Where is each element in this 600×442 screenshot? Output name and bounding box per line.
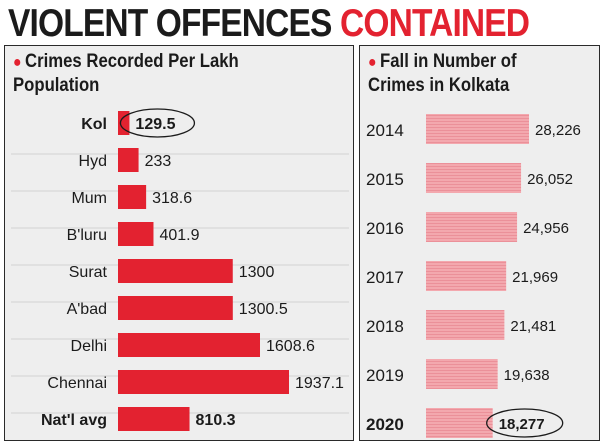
year-label-2017: 2017 [366,268,404,287]
bar-nat-l-avg [118,407,190,431]
value-label-kol: 129.5 [135,116,175,133]
bar-2015 [426,163,522,193]
bar-2017 [426,261,507,291]
value-label-a-bad: 1300.5 [239,301,288,318]
headline-part-2: CONTAINED [340,2,530,45]
year-label-2015: 2015 [366,170,404,189]
city-chart-title: ● Crimes Recorded Per Lakh [13,50,239,75]
highlight-circle [119,108,196,138]
year-label-2020: 2020 [366,415,404,434]
city-crime-rate-chart: Kol 129.5 Hyd 233 Mum 318.6 B'luru 401.9 Surat 13… [11,108,349,431]
kolkata-crime-trend-panel: ● Fall in Number of Crimes in Kolkata 201… [359,45,600,441]
value-label-surat: 1300 [239,264,275,281]
category-label-kol: Kol [81,116,107,133]
bar-b-luru [118,222,154,246]
headline: VIOLENT OFFENCES CONTAINED [8,2,530,46]
category-label-b-luru: B'luru [67,227,107,244]
value-label-2016: 24,956 [523,220,569,237]
category-label-a-bad: A'bad [67,301,107,318]
bar-hyd [118,148,139,172]
value-label-2020: 18,277 [499,416,545,433]
value-label-2015: 26,052 [527,171,573,188]
year-label-2016: 2016 [366,219,404,238]
kolkata-chart-title-line-1: Fall in Number of [380,51,517,72]
bar-2014 [426,114,529,144]
year-label-2018: 2018 [366,317,404,336]
category-label-mum: Mum [71,190,107,207]
kolkata-chart-title-line-2: Crimes in Kolkata [368,75,510,96]
year-label-2014: 2014 [366,121,404,140]
bar-2019 [426,359,498,389]
city-chart-title-line-2: Population [13,75,100,96]
bar-delhi [118,333,261,357]
bar-2016 [426,212,518,242]
category-label-delhi: Delhi [71,338,107,355]
category-label-nat-l-avg: Nat'l avg [41,412,107,429]
bar-chennai [118,370,289,394]
bar-a-bad [118,296,233,320]
value-label-b-luru: 401.9 [159,227,199,244]
bar-surat [118,259,233,283]
bullet-icon: ● [13,54,22,71]
city-crime-rate-panel: ● Crimes Recorded Per Lakh Population Kol… [4,45,354,441]
kolkata-crime-trend-chart: 2014 28,226 2015 26,052 2016 24,956 2017 21,969… [366,114,581,438]
value-label-2014: 28,226 [535,122,581,139]
value-label-hyd: 233 [145,153,172,170]
value-label-2017: 21,969 [512,269,558,286]
category-label-chennai: Chennai [47,375,107,392]
value-label-2018: 21,481 [510,318,556,335]
value-label-chennai: 1937.1 [295,375,344,392]
bar-2020 [426,408,493,438]
value-label-nat-l-avg: 810.3 [196,412,236,429]
category-label-hyd: Hyd [79,153,107,170]
year-label-2019: 2019 [366,366,404,385]
value-label-delhi: 1608.6 [266,338,315,355]
value-label-mum: 318.6 [152,190,192,207]
kolkata-chart-title: ● Fall in Number of [368,50,517,75]
city-chart-title-line-1: Crimes Recorded Per Lakh [25,51,239,72]
bar-kol [118,111,130,135]
headline-part-1: VIOLENT OFFENCES [8,2,332,45]
highlight-circle [486,408,564,438]
bar-2018 [426,310,505,340]
category-label-surat: Surat [69,264,108,281]
bar-mum [118,185,147,209]
bullet-icon: ● [368,54,377,71]
value-label-2019: 19,638 [504,367,550,384]
